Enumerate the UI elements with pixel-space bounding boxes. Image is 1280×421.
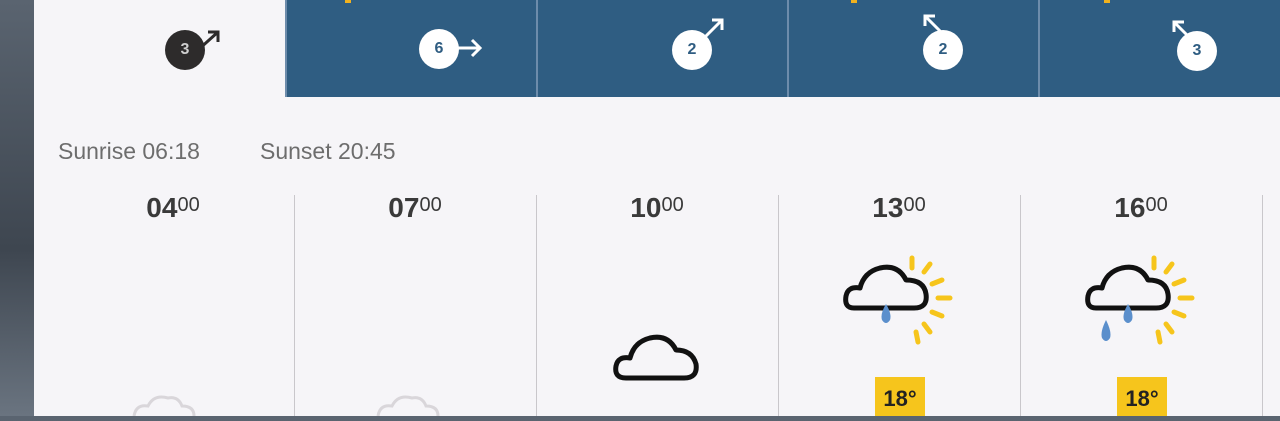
day-tab-2[interactable]: 6 (285, 0, 536, 97)
sun-cloud-rain-icon (1085, 255, 1195, 345)
cloud-faded-icon (132, 395, 196, 416)
day-tabs: 3 6 2 2 (34, 0, 1280, 97)
day-tab-5[interactable]: 3 (1038, 0, 1280, 97)
column-divider (1262, 195, 1263, 416)
day-tab-1[interactable]: 3 (34, 0, 285, 97)
wind-direction-arrow-icon (923, 14, 947, 38)
sunrise-time: Sunrise 06:18 (58, 138, 200, 164)
wind-direction-arrow-icon (196, 30, 220, 52)
hour-label: 1000 (630, 192, 684, 223)
sunset-time: Sunset 20:45 (260, 138, 396, 164)
wind-direction-arrow-icon (700, 18, 724, 42)
forecast-panel: 3 6 2 2 (34, 0, 1280, 416)
wind-direction-arrow-icon (1172, 20, 1196, 44)
cloud-faded-icon (376, 395, 440, 416)
column-divider (536, 195, 537, 416)
column-divider (294, 195, 295, 416)
wind-speed-badge: 2 (923, 30, 963, 70)
tab-accent-mark (345, 0, 351, 3)
wind-direction-arrow-icon (454, 38, 483, 58)
temperature-badge: 18° (1117, 377, 1167, 416)
cloud-icon (613, 334, 699, 381)
column-divider (1020, 195, 1021, 416)
temperature-badge: 18° (875, 377, 925, 416)
tab-accent-mark (851, 0, 857, 3)
tab-accent-mark (1104, 0, 1110, 3)
day-tab-4[interactable]: 2 (787, 0, 1038, 97)
sun-cloud-rain-icon (843, 255, 953, 345)
hour-label: 0400 (146, 192, 200, 223)
hour-label: 1300 (872, 192, 926, 223)
hour-label: 1600 (1114, 192, 1168, 223)
column-divider (778, 195, 779, 416)
wind-speed-badge: 6 (419, 29, 459, 69)
hour-label: 0700 (388, 192, 442, 223)
day-tab-3[interactable]: 2 (536, 0, 787, 97)
wind-speed-badge: 3 (1177, 31, 1217, 71)
